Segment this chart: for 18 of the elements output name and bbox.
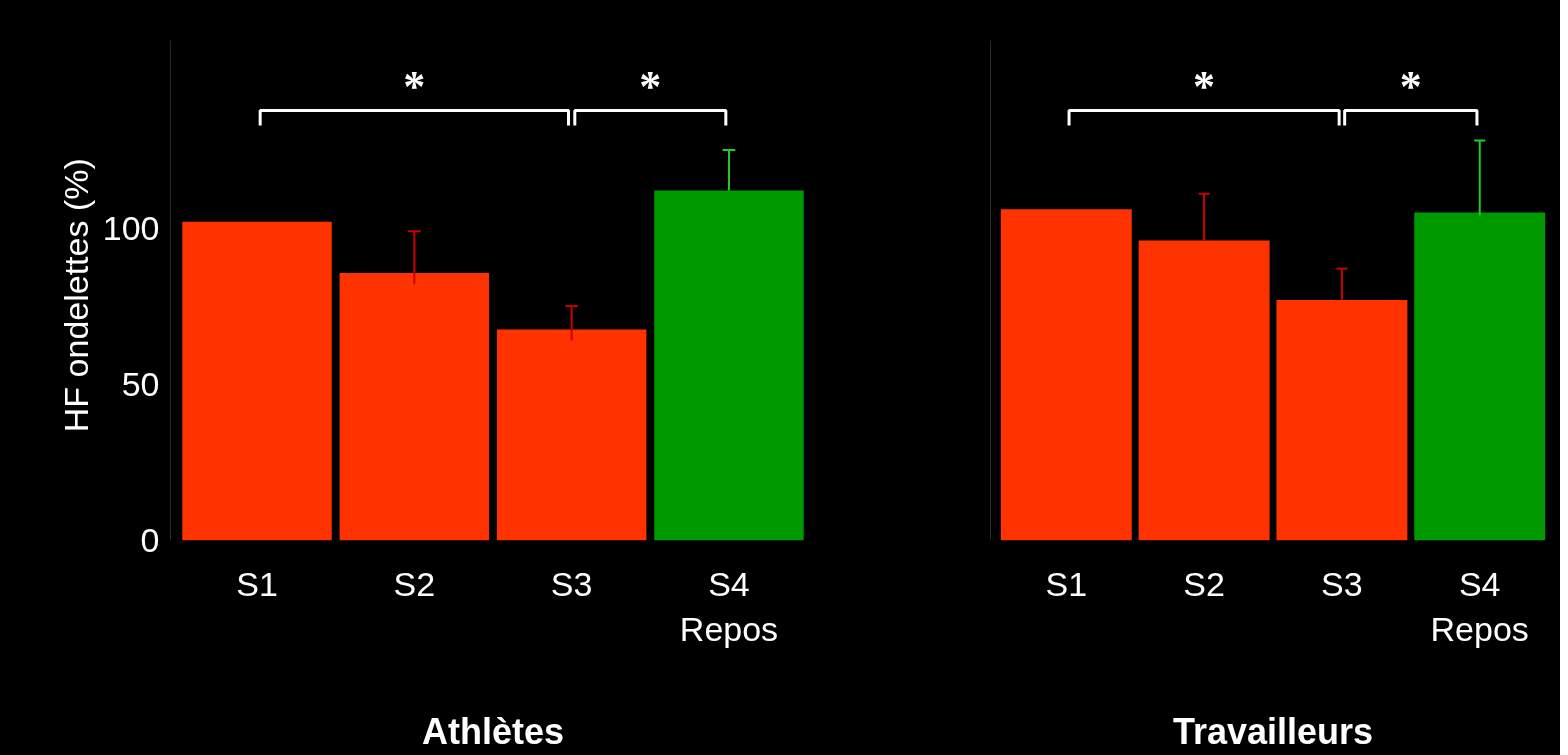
x-tick-label: S2	[1183, 564, 1225, 603]
x-axis-title: Athlètes	[421, 711, 565, 753]
y-tick-label: 100	[102, 208, 160, 247]
annotation: *	[403, 61, 426, 111]
y-tick-label: 0	[140, 521, 160, 559]
y-tick-label: 50	[121, 364, 160, 403]
annotation: *	[1193, 61, 1216, 111]
x-tick-label: S1	[1045, 564, 1088, 603]
x-tick-label: S2	[393, 564, 436, 603]
annotation: *	[639, 61, 662, 111]
x-tick-label: S1	[236, 564, 278, 603]
x-axis-title: Travailleurs	[1172, 711, 1374, 753]
x-tick-label: S3	[1321, 564, 1363, 603]
annotation: *	[1399, 61, 1422, 111]
x-tick-label: S3	[550, 564, 593, 603]
y-axis-title: HF ondelettes (%)	[56, 158, 95, 433]
x-tick-label: S4 Repos	[679, 564, 779, 649]
x-tick-label: S4 Repos	[1430, 564, 1529, 649]
